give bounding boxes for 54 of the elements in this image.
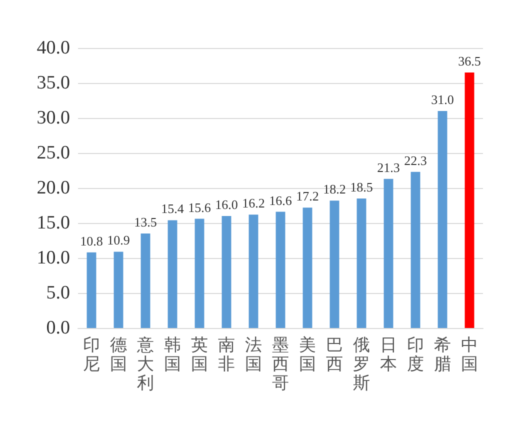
bar: [276, 212, 286, 328]
y-tick-label: 40.0: [36, 38, 70, 58]
data-label: 31.0: [431, 92, 454, 107]
x-tick-label: 中国: [461, 336, 478, 374]
y-tick-label: 5.0: [46, 282, 70, 304]
x-tick-label: 法国: [245, 336, 262, 374]
bar: [438, 111, 448, 328]
y-tick-label: 20.0: [36, 178, 70, 198]
x-tick-label: 希腊: [434, 336, 451, 374]
bar: [410, 172, 420, 328]
bar: [114, 252, 124, 328]
x-tick-label: 巴西: [326, 336, 343, 374]
bar: [464, 72, 474, 328]
y-tick-label: 25.0: [36, 142, 70, 164]
data-label: 15.6: [188, 200, 212, 215]
data-label: 16.2: [242, 196, 265, 211]
x-tick-label: 印度: [407, 336, 424, 374]
x-tick-label: 意大利: [136, 336, 154, 394]
bar: [248, 214, 258, 328]
x-tick-label: 俄罗斯: [353, 336, 370, 394]
bar: [384, 178, 394, 328]
bar: [222, 216, 232, 328]
data-label: 22.3: [404, 152, 427, 168]
data-label: 13.5: [134, 214, 157, 230]
x-tick-label: 英国: [191, 336, 208, 374]
data-label: 36.5: [458, 54, 481, 68]
y-tick-label: 30.0: [36, 108, 70, 128]
bar: [330, 200, 340, 328]
x-tick-label: 墨西哥: [272, 336, 289, 394]
x-tick-label: 美国: [299, 336, 316, 374]
data-label: 15.4: [161, 201, 184, 216]
bar: [86, 252, 96, 328]
data-label: 16.6: [269, 192, 292, 208]
y-tick-label: 35.0: [36, 72, 70, 94]
bar: [356, 198, 366, 328]
data-label: 16.0: [215, 197, 238, 212]
x-tick-label: 日本: [380, 336, 397, 374]
y-tick-label: 0.0: [46, 318, 70, 338]
data-label: 10.9: [107, 232, 130, 248]
bar: [140, 234, 150, 328]
y-tick-label: 15.0: [36, 212, 70, 234]
bar: [168, 220, 178, 328]
y-tick-label: 10.0: [36, 248, 70, 268]
x-tick-label: 韩国: [164, 336, 181, 374]
data-label: 21.3: [377, 160, 400, 175]
data-label: 18.5: [350, 180, 373, 194]
bar: [194, 218, 204, 328]
bar: [302, 208, 312, 328]
data-label: 18.2: [323, 182, 346, 197]
x-tick-label: 印尼: [83, 336, 100, 374]
x-tick-label: 南非: [218, 336, 235, 374]
x-tick-label: 德国: [110, 336, 127, 374]
data-label: 10.8: [80, 233, 103, 248]
data-label: 17.2: [296, 188, 319, 204]
